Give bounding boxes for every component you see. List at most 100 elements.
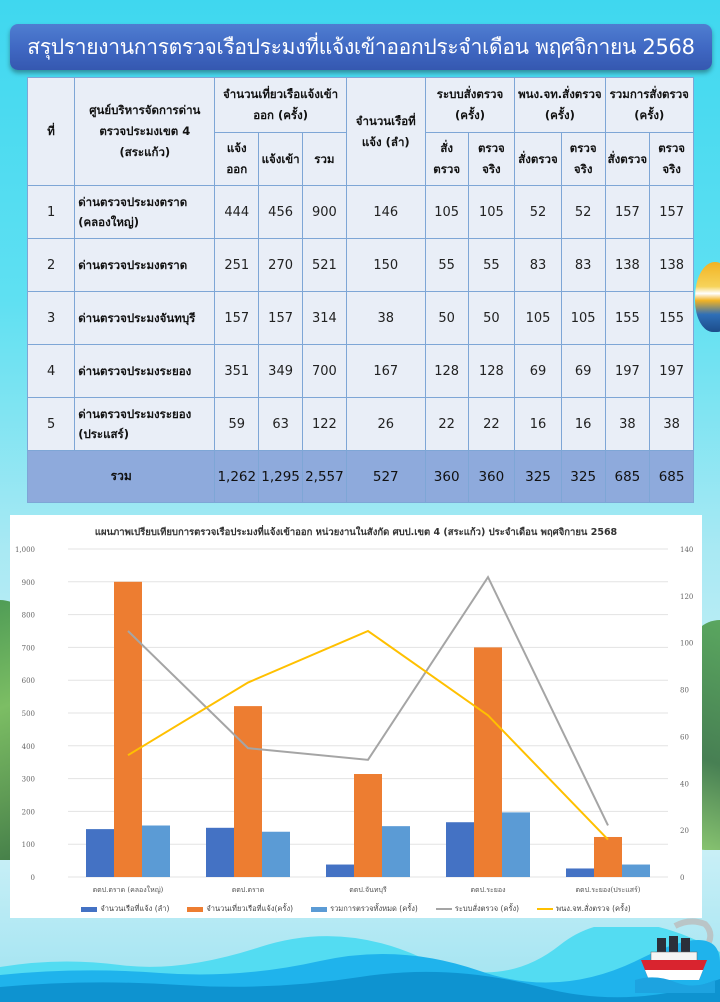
svg-text:40: 40 [680, 780, 689, 788]
cell-out: 59 [214, 397, 260, 451]
svg-text:700: 700 [22, 644, 35, 652]
svg-text:400: 400 [22, 743, 35, 751]
cell-boats: 146 [345, 185, 426, 239]
svg-text:140: 140 [680, 546, 693, 554]
summary-table: ที่ ศูนย์บริหารจัดการด่านตรวจประมงเขต 4 … [26, 77, 695, 503]
cell-all-insp: 138 [649, 238, 694, 292]
chart-plot: 0 100 200 300 400 500 600 700 800 900 1,000 0 20 40 60… [15, 546, 693, 894]
cell-total: 700 [302, 344, 347, 398]
legend-item: จำนวนเรือที่แจ้ง (ลำ) [81, 903, 169, 915]
total-sys-insp: 360 [467, 450, 516, 503]
ship-icon [635, 918, 715, 993]
header-system: ระบบสั่งตรวจ (ครั้ง) [424, 77, 516, 133]
total-in: 1,295 [258, 450, 304, 503]
page-title: สรุปรายงานการตรวจเรือประมงที่แจ้งเข้าออก… [10, 24, 712, 70]
svg-text:80: 80 [680, 687, 689, 695]
cell-in: 270 [258, 238, 304, 292]
cell-sys-order: 22 [424, 397, 469, 451]
cell-sys-order: 105 [424, 185, 469, 239]
legend-label: จำนวนเที่ยวเรือที่แจ้ง(ครั้ง) [206, 904, 294, 913]
cell-sys-order: 128 [424, 344, 469, 398]
cell-sys-insp: 55 [467, 238, 516, 292]
svg-text:100: 100 [22, 841, 35, 849]
total-off-insp: 325 [560, 450, 606, 503]
svg-text:ตตป.ระยอง: ตตป.ระยอง [470, 886, 505, 894]
cell-off-order: 83 [514, 238, 562, 292]
cell-total: 521 [302, 238, 347, 292]
cell-all-order: 138 [604, 238, 651, 292]
hot-air-balloon-icon [695, 262, 720, 332]
legend-item: พนง.จท.สั่งตรวจ (ครั้ง) [537, 903, 631, 915]
svg-text:600: 600 [22, 677, 35, 685]
cell-in: 157 [258, 291, 304, 345]
cell-off-order: 16 [514, 397, 562, 451]
legend-item: จำนวนเที่ยวเรือที่แจ้ง(ครั้ง) [187, 903, 293, 915]
svg-text:200: 200 [22, 808, 35, 816]
cell-off-order: 105 [514, 291, 562, 345]
total-out: 1,262 [214, 450, 260, 503]
legend-swatch-icon [435, 908, 452, 910]
cell-off-insp: 105 [560, 291, 606, 345]
legend-item: ระบบสั่งตรวจ (ครั้ง) [435, 903, 519, 915]
totals-label: รวม [26, 450, 216, 503]
header-all-ordered: สั่งตรวจ [604, 132, 651, 186]
comparison-chart: แผนภาพเปรียบเทียบการตรวจเรือประมงที่แจ้ง… [10, 515, 702, 918]
cell-sys-insp: 50 [467, 291, 516, 345]
cell-all-order: 197 [604, 344, 651, 398]
cell-sys-order: 55 [424, 238, 469, 292]
legend-swatch-icon [81, 906, 98, 912]
svg-text:120: 120 [680, 593, 693, 601]
header-boats: จำนวนเรือที่แจ้ง (ลำ) [345, 77, 426, 186]
cell-in: 456 [258, 185, 304, 239]
header-officer: พนง.จท.สั่งตรวจ (ครั้ง) [514, 77, 606, 133]
legend-swatch-icon [187, 906, 204, 912]
totals-row: รวม 1,262 1,295 2,557 527 360 360 325 32… [26, 450, 694, 503]
header-sys-inspected: ตรวจจริง [467, 132, 516, 186]
svg-text:ตตป.ตราด (คลองใหญ่): ตตป.ตราด (คลองใหญ่) [93, 885, 164, 894]
svg-text:0: 0 [31, 874, 35, 882]
svg-text:1,000: 1,000 [15, 546, 35, 554]
legend-label: รวมการตรวจทั้งหมด (ครั้ง) [330, 904, 418, 913]
header-no: ที่ [26, 77, 76, 186]
legend-item: รวมการตรวจทั้งหมด (ครั้ง) [311, 903, 418, 915]
cell-sys-order: 50 [424, 291, 469, 345]
svg-text:300: 300 [22, 776, 35, 784]
cell-out: 251 [214, 238, 260, 292]
cell-no: 1 [26, 185, 76, 239]
total-all-insp: 685 [649, 450, 694, 503]
wave-decoration [0, 927, 720, 1002]
svg-text:60: 60 [680, 733, 689, 741]
cell-all-order: 155 [604, 291, 651, 345]
cell-all-insp: 155 [649, 291, 694, 345]
cell-off-insp: 69 [560, 344, 606, 398]
cell-sys-insp: 22 [467, 397, 516, 451]
cell-in: 63 [258, 397, 304, 451]
cell-no: 2 [26, 238, 76, 292]
cell-off-order: 69 [514, 344, 562, 398]
header-off-ordered: สั่งตรวจ [514, 132, 562, 186]
cell-no: 3 [26, 291, 76, 345]
svg-text:ตตป.ตราด: ตตป.ตราด [232, 886, 265, 894]
cell-boats: 38 [345, 291, 426, 345]
cell-name: ด่านตรวจประมงระยอง (ประแสร์) [74, 397, 216, 451]
cell-no: 5 [26, 397, 76, 451]
cell-total: 122 [302, 397, 347, 451]
cell-off-order: 52 [514, 185, 562, 239]
header-trips-out: แจ้งออก [214, 132, 260, 186]
cell-all-insp: 38 [649, 397, 694, 451]
table-row: 3 ด่านตรวจประมงจันทบุรี 157 157 314 38 5… [26, 291, 694, 345]
legend-label: พนง.จท.สั่งตรวจ (ครั้ง) [556, 904, 631, 913]
table-row: 5 ด่านตรวจประมงระยอง (ประแสร์) 59 63 122… [26, 397, 694, 451]
header-all-inspected: ตรวจจริง [649, 132, 694, 186]
svg-text:ตตป.จันทบุรี: ตตป.จันทบุรี [349, 886, 387, 894]
cell-name: ด่านตรวจประมงตราด (คลองใหญ่) [74, 185, 216, 239]
cell-all-order: 38 [604, 397, 651, 451]
svg-text:100: 100 [680, 640, 693, 648]
header-center: ศูนย์บริหารจัดการด่านตรวจประมงเขต 4 (สระ… [74, 77, 216, 186]
header-sys-ordered: สั่งตรวจ [424, 132, 469, 186]
table-row: 4 ด่านตรวจประมงระยอง 351 349 700 167 128… [26, 344, 694, 398]
total-all-order: 685 [604, 450, 651, 503]
header-trips-total: รวม [302, 132, 347, 186]
svg-text:0: 0 [680, 874, 684, 882]
svg-text:900: 900 [22, 579, 35, 587]
